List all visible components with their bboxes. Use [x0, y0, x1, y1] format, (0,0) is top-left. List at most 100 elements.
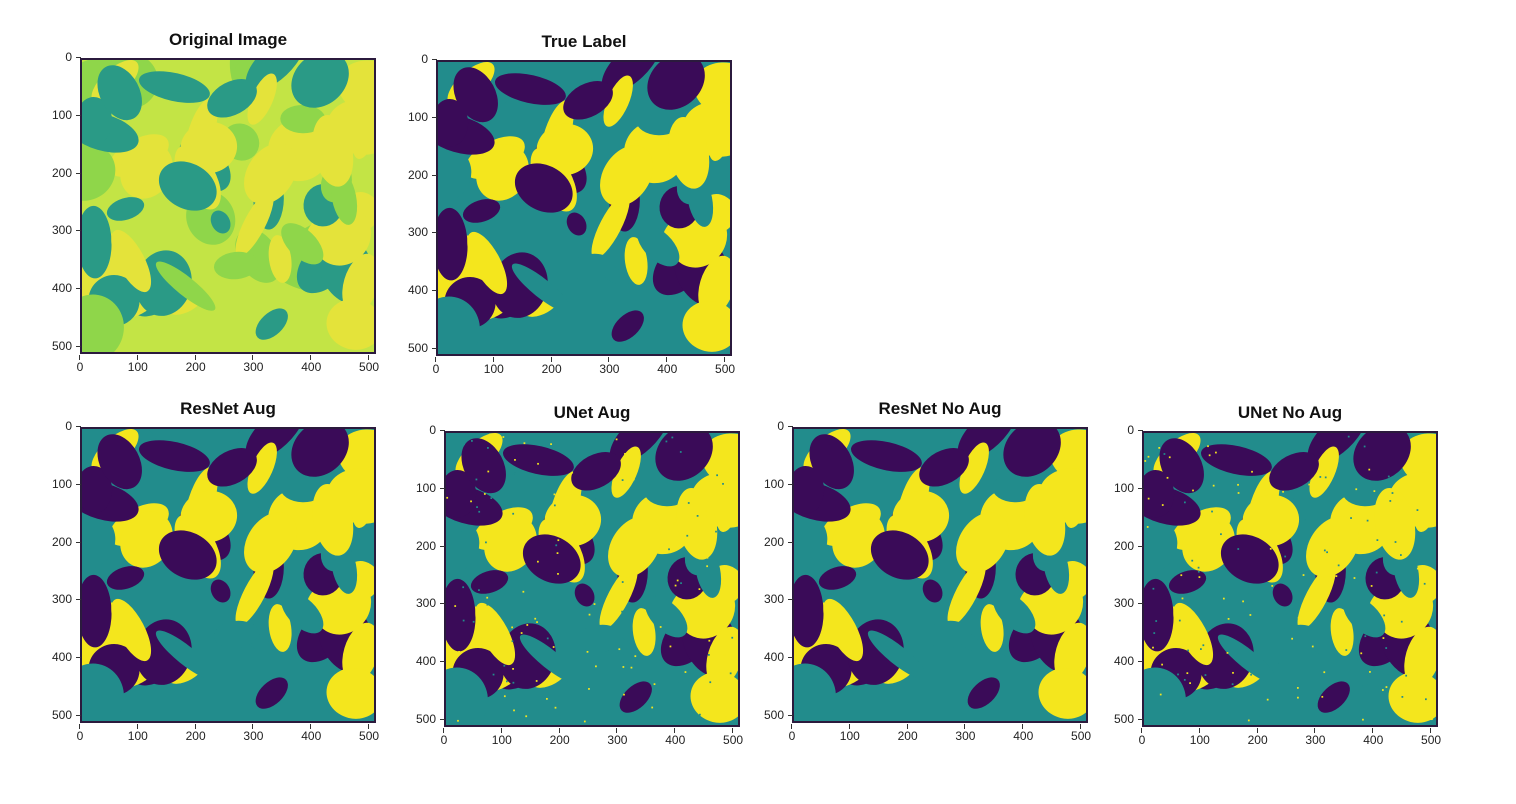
noise-speck: [1307, 572, 1310, 574]
noise-speck: [641, 631, 644, 633]
noise-speck: [1223, 619, 1226, 622]
noise-speck: [593, 603, 596, 605]
noise-speck: [680, 582, 682, 585]
segmentation-map: [1144, 433, 1436, 725]
noise-speck: [1321, 695, 1324, 698]
noise-speck: [1337, 713, 1340, 716]
region-blob: [925, 620, 971, 649]
noise-speck: [623, 693, 625, 696]
noise-speck: [631, 635, 634, 638]
region-blob: [536, 123, 594, 176]
region-blob: [207, 79, 257, 118]
noise-speck: [682, 554, 685, 557]
region-blob: [809, 434, 854, 490]
region-blob: [158, 161, 217, 211]
noise-speck: [676, 579, 679, 582]
region-blob: [870, 530, 929, 580]
segmentation-map: [82, 60, 374, 352]
noise-speck: [717, 595, 720, 598]
x-tick-label: 500: [349, 355, 389, 374]
noise-speck: [679, 451, 682, 453]
y-tick-label: 400: [36, 281, 81, 295]
noise-speck: [556, 552, 559, 555]
region-blob: [647, 62, 705, 110]
region-blob: [1342, 477, 1388, 507]
noise-speck: [684, 671, 687, 673]
region-blob: [980, 604, 1004, 652]
region-blob: [247, 442, 277, 494]
noise-speck: [488, 614, 491, 616]
region-blob: [511, 263, 572, 313]
region-blob: [611, 446, 641, 498]
noise-speck: [512, 668, 514, 670]
noise-speck: [705, 544, 708, 547]
noise-speck: [1383, 688, 1386, 691]
region-blob: [522, 534, 581, 584]
noise-speck: [621, 479, 624, 481]
noise-speck: [1218, 521, 1221, 524]
noise-speck: [1189, 682, 1191, 685]
noise-speck: [1363, 445, 1366, 448]
region-blob: [1317, 681, 1350, 713]
x-tick-label: 300: [233, 355, 273, 374]
noise-speck: [489, 433, 492, 436]
noise-speck: [1362, 718, 1364, 721]
noise-speck: [706, 565, 709, 568]
noise-speck: [463, 443, 465, 446]
image-plot-area: [444, 431, 740, 727]
noise-speck: [651, 706, 654, 709]
noise-speck: [1250, 673, 1252, 676]
region-blob: [1159, 438, 1204, 494]
noise-speck: [553, 504, 556, 507]
noise-speck: [707, 598, 710, 601]
noise-speck: [1364, 713, 1367, 716]
noise-speck: [1353, 577, 1356, 579]
noise-speck: [1416, 567, 1419, 570]
noise-speck: [1226, 652, 1229, 654]
region-blob: [1217, 634, 1278, 684]
noise-speck: [1237, 483, 1239, 486]
image-plot-area: [80, 427, 376, 723]
y-tick-label: 200: [748, 535, 793, 549]
region-blob: [312, 483, 354, 556]
noise-speck: [1319, 476, 1322, 478]
noise-speck: [665, 440, 668, 443]
noise-speck: [1198, 576, 1201, 578]
y-tick-label: 0: [400, 423, 445, 437]
noise-speck: [1186, 672, 1189, 675]
noise-speck: [588, 688, 590, 690]
noise-speck: [1368, 468, 1371, 471]
noise-speck: [490, 497, 493, 500]
noise-speck: [1366, 500, 1369, 502]
noise-speck: [1308, 483, 1311, 486]
region-blob: [1220, 534, 1279, 584]
y-tick-label: 300: [36, 223, 81, 237]
noise-speck: [1370, 585, 1373, 587]
noise-speck: [1297, 616, 1300, 619]
region-blob: [544, 494, 602, 547]
noise-speck: [632, 478, 635, 481]
noise-speck: [557, 607, 560, 610]
region-blob: [82, 663, 124, 721]
region-blob: [609, 433, 669, 464]
noise-speck: [462, 586, 465, 589]
region-blob: [138, 71, 210, 103]
x-tick-label: 300: [233, 724, 273, 743]
noise-speck: [512, 681, 515, 684]
noise-speck: [1291, 637, 1294, 640]
region-blob: [82, 465, 113, 514]
noise-speck: [1159, 693, 1162, 696]
region-blob: [255, 308, 288, 340]
region-blob: [1024, 483, 1066, 556]
noise-speck: [1401, 696, 1404, 698]
x-tick-label: 300: [1295, 728, 1335, 747]
noise-speck: [1163, 453, 1166, 455]
noise-speck: [1355, 488, 1358, 491]
y-tick-label: 200: [36, 535, 81, 549]
x-tick-label: 300: [597, 728, 637, 747]
x-tick-label: 100: [474, 357, 514, 376]
noise-speck: [1233, 527, 1236, 530]
noise-speck: [704, 489, 707, 492]
region-blob: [1306, 516, 1360, 578]
region-blob: [1309, 446, 1339, 498]
